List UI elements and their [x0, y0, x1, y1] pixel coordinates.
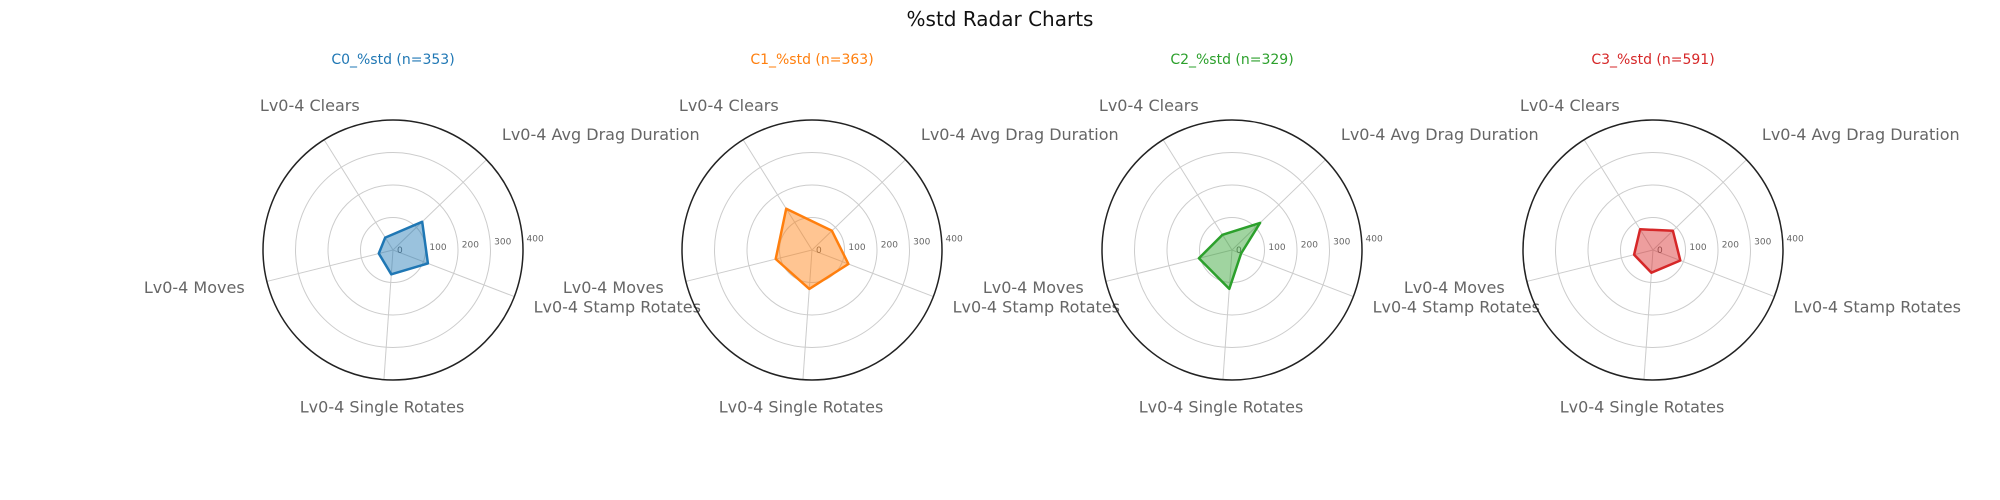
radial-tick-label: 0 [1657, 246, 1663, 256]
axis-spoke [1526, 249, 1654, 282]
radial-tick-label: 300 [1754, 238, 1771, 248]
outer-frame [1522, 119, 1784, 381]
axis-label: Lv0-4 Avg Drag Duration [1341, 125, 1539, 144]
axis-label: Lv0-4 Single Rotates [719, 398, 884, 417]
axis-label: Lv0-4 Clears [1099, 96, 1199, 115]
axis-label: Lv0-4 Moves [144, 278, 245, 297]
axis-label: Lv0-4 Clears [679, 96, 779, 115]
grid-circle [779, 217, 845, 283]
radar-chart-2: C2_%std (n=329) 0 100 200 300 400 Lv0-4 Avg Dr… [983, 52, 1540, 417]
radial-tick-label: 200 [1301, 240, 1318, 250]
axis-spoke [1652, 249, 1775, 298]
grid-circle [1555, 152, 1751, 348]
axis-label: Lv0-4 Avg Drag Duration [1762, 125, 1960, 144]
chart-title: C1_%std (n=363) [750, 52, 873, 68]
radial-tick-label: 100 [848, 243, 865, 253]
axis-spoke [1162, 139, 1233, 251]
grid-circle [714, 152, 910, 348]
axis-spoke [266, 249, 394, 282]
axis-spoke [685, 249, 813, 282]
chart-title: C0_%std (n=353) [331, 52, 454, 68]
axis-spoke [392, 249, 515, 298]
outer-frame [1101, 119, 1363, 381]
radial-tick-label: 300 [913, 238, 930, 248]
axis-label: Lv0-4 Moves [983, 278, 1084, 297]
radar-chart-3: C3_%std (n=591) 0 100 200 300 400 Lv0-4 Avg Dr… [1404, 52, 1961, 417]
axis-spoke [1222, 249, 1233, 380]
series-polygon [1632, 228, 1682, 274]
axis-spoke [1231, 159, 1326, 251]
axis-label: Lv0-4 Stamp Rotates [1794, 297, 1961, 316]
axis-label: Lv0-4 Avg Drag Duration [502, 125, 700, 144]
radial-tick-label: 100 [1268, 243, 1285, 253]
axis-label: Lv0-4 Single Rotates [1139, 398, 1304, 417]
outer-frame [681, 119, 943, 381]
radial-tick-label: 200 [462, 240, 479, 250]
axis-label: Lv0-4 Stamp Rotates [953, 297, 1120, 316]
axis-spoke [742, 139, 813, 251]
radial-tick-label: 400 [946, 235, 963, 245]
grid-circle [1587, 184, 1719, 316]
radial-tick-label: 200 [881, 240, 898, 250]
radial-tick-label: 300 [494, 238, 511, 248]
radar-panels: C0_%std (n=353) 0 100 200 300 400 Lv0-4 Avg Dr… [144, 52, 1961, 417]
axis-label: Lv0-4 Clears [260, 96, 360, 115]
axis-spoke [802, 249, 813, 380]
radar-chart-0: C0_%std (n=353) 0 100 200 300 400 Lv0-4 Avg Dr… [144, 52, 701, 417]
series-polygon [1197, 221, 1262, 291]
axis-label: Lv0-4 Clears [1520, 96, 1620, 115]
axis-spoke [323, 139, 394, 251]
series-polygon [377, 220, 430, 276]
axis-label: Lv0-4 Avg Drag Duration [921, 125, 1119, 144]
radial-tick-label: 400 [1787, 235, 1804, 245]
axis-spoke [811, 249, 934, 298]
grid-circle [746, 184, 878, 316]
figure-title: %std Radar Charts [907, 7, 1094, 31]
grid-circle [327, 184, 459, 316]
axis-label: Lv0-4 Stamp Rotates [1373, 297, 1540, 316]
axis-spoke [383, 249, 394, 380]
series-polygon [774, 207, 850, 291]
axis-label: Lv0-4 Stamp Rotates [534, 297, 701, 316]
grid-circle [1134, 152, 1330, 348]
axis-label: Lv0-4 Single Rotates [300, 398, 465, 417]
radial-tick-label: 0 [816, 246, 822, 256]
axis-label: Lv0-4 Moves [1404, 278, 1505, 297]
chart-title: C3_%std (n=591) [1591, 52, 1714, 68]
grid-circle [1166, 184, 1298, 316]
radial-tick-label: 400 [527, 235, 544, 245]
axis-spoke [1652, 159, 1747, 251]
axis-label: Lv0-4 Single Rotates [1560, 398, 1725, 417]
radar-chart-1: C1_%std (n=363) 0 100 200 300 400 Lv0-4 Avg Dr… [563, 52, 1120, 417]
grid-circle [295, 152, 491, 348]
axis-spoke [811, 159, 906, 251]
radial-tick-label: 300 [1333, 238, 1350, 248]
radial-tick-label: 100 [1689, 243, 1706, 253]
axis-label: Lv0-4 Moves [563, 278, 664, 297]
radial-tick-label: 100 [429, 243, 446, 253]
chart-title: C2_%std (n=329) [1170, 52, 1293, 68]
radial-tick-label: 400 [1366, 235, 1383, 245]
radial-tick-label: 0 [1236, 246, 1242, 256]
axis-spoke [1583, 139, 1654, 251]
radial-tick-label: 0 [397, 246, 403, 256]
axis-spoke [1105, 249, 1233, 282]
axis-spoke [1231, 249, 1354, 298]
radial-tick-label: 200 [1722, 240, 1739, 250]
grid-circle [1620, 217, 1686, 283]
axis-spoke [392, 159, 487, 251]
outer-frame [262, 119, 524, 381]
